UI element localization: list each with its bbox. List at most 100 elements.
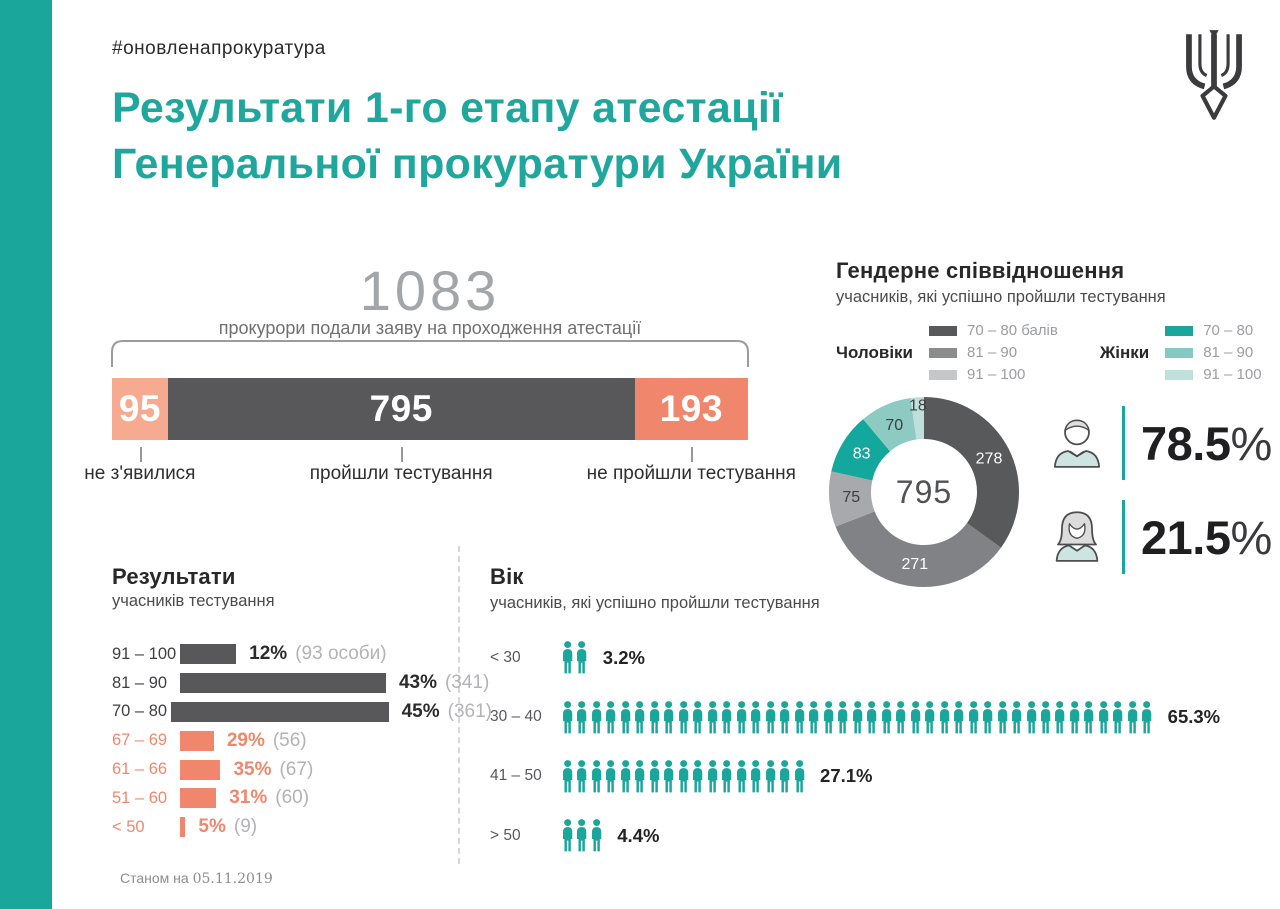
person-icon [809, 700, 819, 733]
person-icon [1098, 700, 1109, 733]
results-count: (341) [444, 672, 490, 694]
as-of-date: Станом на 05.11.2019 [120, 870, 273, 887]
results-range-label: 51 – 60 [112, 788, 168, 807]
age-percent: 27.1% [820, 765, 873, 787]
person-icon [765, 760, 776, 793]
person-icon [736, 760, 747, 793]
results-percent: 29% [226, 729, 265, 751]
person-icon [765, 700, 776, 733]
donut-segment-value: 18 [909, 398, 927, 415]
results-percent: 45% [401, 700, 440, 722]
legend-swatch [929, 325, 957, 336]
results-row: 67 – 69 29% (56) [112, 726, 492, 755]
age-section-subtitle: учасників, які успішно пройшли тестуванн… [490, 594, 820, 612]
person-icon [606, 700, 616, 733]
legend-group-women: Жінки 70 – 80 81 – 90 91 – 100 [1100, 322, 1262, 383]
person-icon [1041, 700, 1051, 733]
person-icon [649, 760, 660, 793]
person-icon [896, 700, 906, 733]
results-bar [180, 644, 237, 665]
person-icon [1026, 700, 1036, 733]
age-range-label: < 30 [490, 648, 521, 666]
person-icon [577, 641, 587, 674]
results-bar [180, 730, 214, 751]
person-icon [925, 700, 935, 733]
person-icon [780, 700, 790, 733]
donut-segment [835, 511, 1001, 588]
female-percentage: 21.5% [1141, 510, 1272, 565]
person-icon [736, 700, 747, 733]
person-icon [577, 819, 587, 852]
age-range-label: > 50 [490, 826, 521, 844]
age-row: 41 – 50 27.1% [490, 747, 1260, 806]
results-section-subtitle: учасників тестування [112, 592, 275, 610]
results-range-label: 61 – 66 [112, 760, 168, 779]
person-icon [606, 760, 616, 793]
results-row: 70 – 80 45% (361) [112, 698, 492, 727]
legend-men-rows: 70 – 80 балів 81 – 90 91 – 100 [929, 322, 1058, 383]
male-share-stat: 78.5% [1046, 406, 1272, 480]
age-range-label: 30 – 40 [490, 708, 542, 726]
age-percent: 3.2% [602, 646, 645, 668]
gender-section-subtitle: учасників, які успішно пройшли тестуванн… [836, 288, 1166, 306]
segment-tick [401, 447, 404, 462]
person-icon [693, 760, 703, 793]
results-range-label: 91 – 100 [112, 644, 177, 663]
person-icon [954, 700, 964, 733]
person-icon [751, 760, 761, 793]
person-icon [635, 700, 645, 733]
results-bar [170, 701, 389, 722]
results-row: 51 – 60 31% (60) [112, 784, 492, 813]
donut-center-total: 795 [896, 474, 952, 510]
person-icon [794, 760, 805, 793]
female-percentage-value: 21.5 [1141, 510, 1231, 564]
legend-women-rows: 70 – 80 81 – 90 91 – 100 [1165, 322, 1262, 383]
person-icon [1084, 700, 1094, 733]
donut-segment-value: 278 [976, 450, 1003, 467]
donut-segment [924, 397, 1020, 548]
age-percent: 4.4% [617, 824, 660, 846]
female-percentage-sign: % [1230, 510, 1272, 564]
legend-swatch-label: 91 – 100 [1203, 366, 1262, 383]
results-count: (60) [275, 787, 310, 809]
results-row: 91 – 100 12% (93 особи) [112, 640, 492, 669]
person-icon [678, 760, 689, 793]
person-icon [939, 700, 949, 733]
results-row: < 50 5% (9) [112, 813, 492, 842]
page-title-line2: Генеральної прокуратури України [112, 140, 843, 188]
legend-swatch [929, 347, 957, 358]
results-count: (361) [447, 700, 492, 722]
ukraine-trident-icon [1186, 30, 1242, 120]
bracket-shape [111, 340, 749, 367]
person-icon [852, 700, 862, 733]
legend-swatch-label: 70 – 80 балів [967, 322, 1058, 339]
legend-swatch-label: 70 – 80 [1203, 322, 1254, 339]
person-icon [1113, 700, 1123, 733]
gender-legend: Чоловіки 70 – 80 балів 81 – 90 91 – 100 Жі… [836, 322, 1262, 383]
results-percent: 5% [198, 816, 226, 838]
donut-segment-value: 83 [853, 446, 871, 463]
results-range-label: < 50 [112, 817, 145, 836]
person-icon [577, 700, 587, 733]
person-icon [563, 641, 573, 674]
results-range-label: 81 – 90 [112, 673, 168, 692]
person-icon [563, 700, 573, 733]
stacked-bar-segment-value: 193 [659, 388, 723, 429]
stacked-bar-segment: 193 [634, 378, 748, 440]
person-icon [707, 700, 718, 733]
stacked-bar-segment: 95 [112, 378, 168, 440]
person-icon [997, 700, 1007, 733]
total-applicants-caption: прокурори подали заяву на проходження ат… [218, 318, 642, 338]
results-percent: 35% [233, 758, 272, 780]
legend-swatch [1165, 347, 1194, 358]
male-percentage: 78.5% [1141, 416, 1272, 471]
person-icon [794, 700, 805, 733]
person-icon [563, 819, 573, 852]
legend-women-row: 81 – 90 [1165, 344, 1261, 361]
person-icon [678, 700, 689, 733]
person-icon [1069, 700, 1080, 733]
results-range-label: 70 – 80 [112, 702, 168, 721]
person-icon [635, 760, 645, 793]
results-count: (9) [233, 816, 258, 838]
segment-tick [139, 447, 142, 462]
